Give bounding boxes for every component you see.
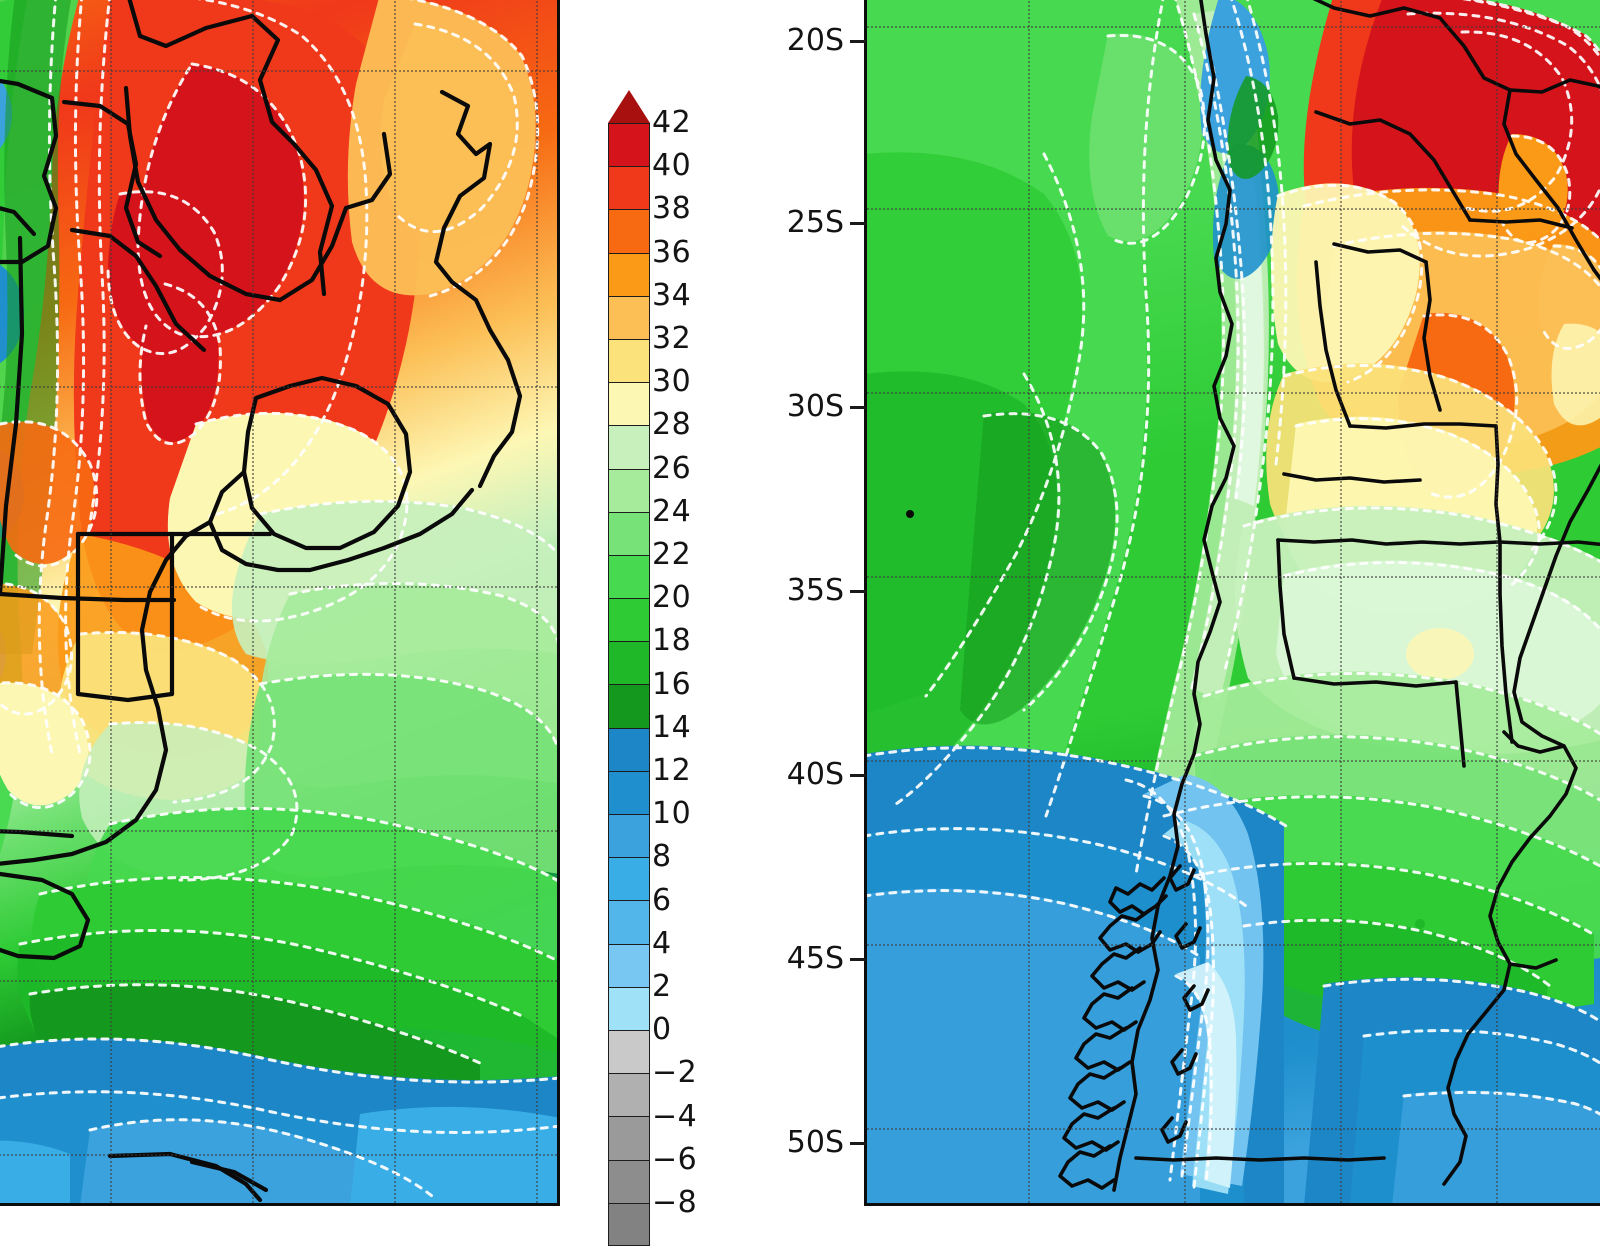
colorbar-swatch-7 (608, 425, 650, 469)
colorbar-swatch-23 (608, 1116, 650, 1160)
latitude-tick (850, 406, 866, 409)
colorbar-label: 30 (652, 364, 692, 400)
colorbar-label: 16 (652, 666, 692, 702)
colorbar-swatch-6 (608, 382, 650, 426)
map-panel-right-canvas: SERVICIO METEOROLÓGICO NACIONAL ARGENTIN… (864, 0, 1600, 1206)
colorbar-swatch-13 (608, 684, 650, 728)
colorbar-label: 32 (652, 321, 692, 356)
colorbar-swatch-11 (608, 598, 650, 642)
latitude-label: 25S (786, 205, 844, 240)
latitude-label: 20S (786, 23, 844, 58)
colorbar-label: 24 (652, 493, 692, 529)
temperature-colorbar[interactable] (608, 90, 650, 1246)
colorbar-label: 42 (652, 105, 692, 140)
latitude-label: 50S (786, 1125, 844, 1160)
colorbar-label: 6 (652, 882, 672, 918)
colorbar-swatch-5 (608, 338, 650, 383)
colorbar-label: 40 (652, 148, 692, 184)
colorbar-swatch-17 (608, 857, 650, 901)
colorbar-label: 8 (652, 839, 672, 875)
colorbar-label: −2 (652, 1055, 698, 1091)
colorbar-top-arrow (608, 90, 650, 123)
colorbar-label: 26 (652, 450, 692, 486)
colorbar-swatch-0 (608, 123, 650, 167)
temperature-field-right (864, 0, 1600, 1206)
colorbar-label: 34 (652, 277, 692, 313)
colorbar-swatch-22 (608, 1073, 650, 1117)
map-panel-left[interactable] (0, 0, 560, 1206)
colorbar-label: 28 (652, 407, 692, 443)
latitude-tick (850, 590, 866, 593)
colorbar-swatches (608, 123, 650, 1246)
latitude-label: 30S (786, 389, 844, 424)
colorbar-swatch-3 (608, 252, 650, 296)
colorbar-label: −8 (652, 1185, 698, 1220)
colorbar-swatch-18 (608, 900, 650, 944)
colorbar-label: −4 (652, 1098, 698, 1134)
colorbar-swatch-12 (608, 641, 650, 685)
colorbar-label: 4 (652, 925, 672, 961)
colorbar-swatch-25 (608, 1202, 650, 1246)
colorbar-swatch-20 (608, 986, 650, 1030)
latitude-tick (850, 40, 866, 43)
latitude-tick (850, 774, 866, 777)
colorbar-swatch-1 (608, 166, 650, 210)
colorbar-label: 0 (652, 1012, 672, 1048)
colorbar-swatch-19 (608, 943, 650, 987)
colorbar-swatch-10 (608, 554, 650, 599)
colorbar-label: 14 (652, 709, 692, 745)
colorbar-label: 22 (652, 537, 692, 572)
colorbar-label: 18 (652, 623, 692, 659)
latitude-tick (850, 222, 866, 225)
colorbar-swatch-9 (608, 511, 650, 555)
colorbar-swatch-16 (608, 814, 650, 858)
latitude-label: 45S (786, 941, 844, 976)
colorbar-label: 20 (652, 580, 692, 616)
map-panel-left-canvas (0, 0, 560, 1206)
latitude-label: 40S (786, 757, 844, 792)
latitude-label: 35S (786, 573, 844, 608)
colorbar-swatch-2 (608, 209, 650, 253)
colorbar-swatch-21 (608, 1029, 650, 1074)
colorbar-label: 38 (652, 191, 692, 227)
colorbar-label: 12 (652, 753, 692, 788)
map-panel-right[interactable]: SERVICIO METEOROLÓGICO NACIONAL ARGENTIN… (864, 0, 1600, 1206)
colorbar-swatch-4 (608, 295, 650, 339)
colorbar-swatch-8 (608, 468, 650, 512)
colorbar-label: 2 (652, 969, 672, 1004)
colorbar-label: 10 (652, 796, 692, 832)
colorbar-label: 36 (652, 234, 692, 270)
colorbar-swatch-24 (608, 1159, 650, 1203)
colorbar-label: −6 (652, 1141, 698, 1177)
colorbar-swatch-15 (608, 770, 650, 814)
colorbar-swatch-14 (608, 727, 650, 771)
temperature-field-left (0, 0, 560, 1206)
latitude-axis: 20S 25S 30S 35S 40S 45S 50S (780, 0, 866, 1200)
latitude-tick (850, 958, 866, 961)
latitude-tick (850, 1142, 866, 1145)
